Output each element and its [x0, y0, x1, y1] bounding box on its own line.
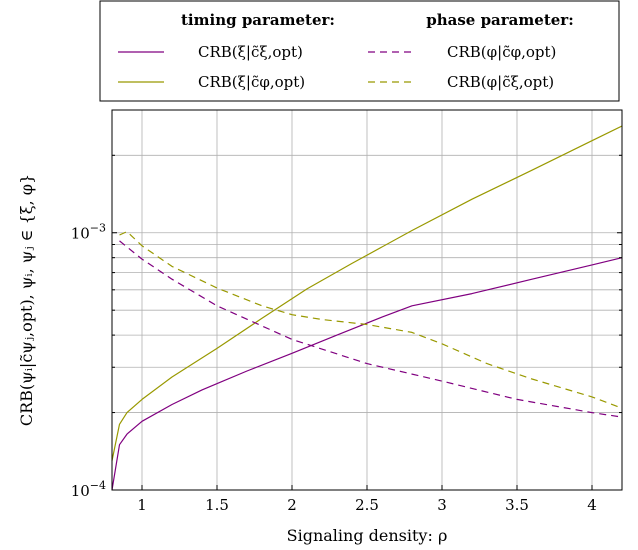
legend-label-crb-xi-xiopt: CRB(ξ|c̃ξ,opt) — [198, 43, 303, 61]
grid — [112, 109, 622, 491]
legend: timing parameter: phase parameter: CRB(ξ… — [99, 0, 620, 102]
legend-label-crb-xi-phiopt: CRB(ξ|c̃φ,opt) — [198, 73, 305, 91]
ticks: 1 1.5 2 2.5 3 3.5 4 10−3 10−4 — [71, 109, 622, 514]
series-line-3 — [119, 231, 623, 409]
legend-label-crb-phi-phiopt: CRB(φ|c̃φ,opt) — [447, 43, 556, 61]
plot-area: 1 1.5 2 2.5 3 3.5 4 10−3 10−4 — [71, 109, 623, 514]
series-line-1 — [111, 125, 623, 461]
series-lines — [111, 125, 623, 491]
series-line-0 — [111, 257, 623, 491]
x-tick-label: 3.5 — [505, 496, 529, 514]
legend-label-crb-phi-xiopt: CRB(φ|c̃ξ,opt) — [447, 73, 554, 91]
y-tick-label: 10−3 — [71, 222, 106, 243]
x-tick-label: 2 — [287, 496, 297, 514]
legend-header-phase: phase parameter: — [426, 11, 573, 29]
y-tick-label: 10−4 — [71, 479, 106, 500]
x-axis-label: Signaling density: ρ — [287, 526, 448, 545]
x-tick-label: 4 — [587, 496, 597, 514]
x-tick-label: 3 — [437, 496, 447, 514]
x-tick-label: 1 — [137, 496, 147, 514]
legend-frame — [99, 0, 620, 102]
series-line-2 — [119, 240, 623, 418]
x-tick-label: 1.5 — [205, 496, 229, 514]
x-tick-label: 2.5 — [355, 496, 379, 514]
legend-header-timing: timing parameter: — [181, 11, 335, 29]
y-axis-label: CRB(ψᵢ|c̃ψⱼ,opt), ψᵢ, ψⱼ ∈ {ξ, φ} — [17, 174, 36, 426]
